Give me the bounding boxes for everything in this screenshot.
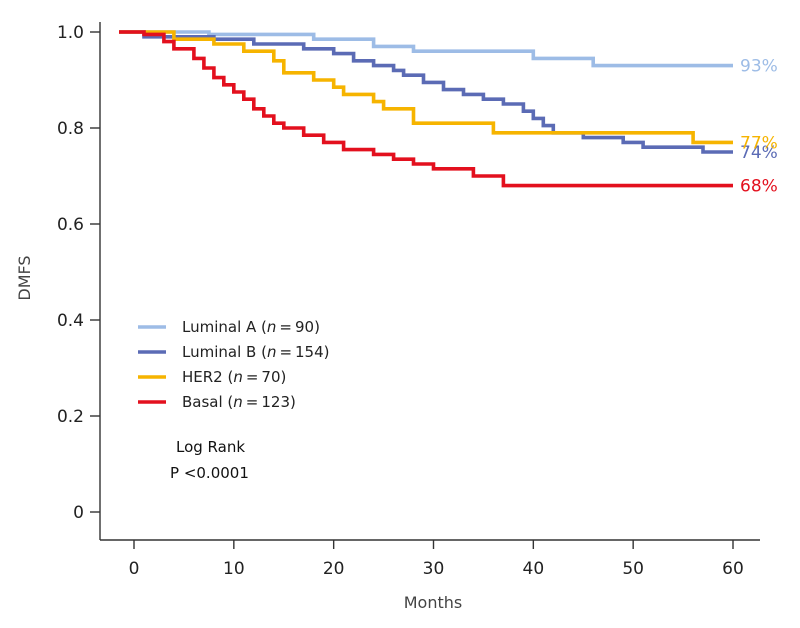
p-value-label: P <0.0001 — [170, 464, 249, 482]
legend: Luminal A (n = 90) Luminal B (n = 154) HER… — [138, 318, 330, 411]
end-label-luminal-b: 74% — [740, 143, 778, 163]
y-tick-label: 0 — [73, 503, 84, 523]
x-tick-label: 10 — [223, 559, 245, 579]
legend-label-luminal-b: Luminal B (n = 154) — [182, 343, 330, 361]
series-line-her2 — [119, 30, 733, 145]
log-rank-label: Log Rank — [176, 438, 245, 456]
x-tick-label: 60 — [722, 559, 744, 579]
series-line-luminal-b — [119, 30, 733, 154]
x-axis-ticks: 0 10 20 30 40 50 60 — [129, 540, 744, 579]
x-axis-title: Months — [404, 593, 462, 612]
end-label-luminal-a: 93% — [740, 57, 778, 77]
x-tick-label: 20 — [323, 559, 345, 579]
y-tick-label: 0.8 — [57, 119, 84, 139]
legend-label-luminal-a: Luminal A (n = 90) — [182, 318, 320, 336]
y-axis-title: DMFS — [15, 255, 34, 300]
survival-curves — [119, 30, 733, 188]
end-labels: 93% 74%77% 68% — [740, 57, 778, 197]
y-tick-label: 0.6 — [57, 215, 84, 235]
series-line-luminal-a — [119, 30, 733, 68]
y-tick-label: 0.2 — [57, 407, 84, 427]
end-label-her2: 77% — [740, 133, 778, 153]
series-line-basal — [119, 30, 733, 188]
legend-label-her2: HER2 (n = 70) — [182, 368, 286, 386]
legend-label-basal: Basal (n = 123) — [182, 393, 296, 411]
end-label-basal: 68% — [740, 177, 778, 197]
y-tick-label: 0.4 — [57, 311, 84, 331]
x-tick-label: 30 — [423, 559, 445, 579]
x-tick-label: 0 — [129, 559, 140, 579]
y-tick-label: 1.0 — [57, 23, 84, 43]
x-tick-label: 40 — [523, 559, 545, 579]
x-tick-label: 50 — [622, 559, 644, 579]
y-axis-ticks: 0 0.2 0.4 0.6 0.8 1.0 — [57, 23, 100, 523]
